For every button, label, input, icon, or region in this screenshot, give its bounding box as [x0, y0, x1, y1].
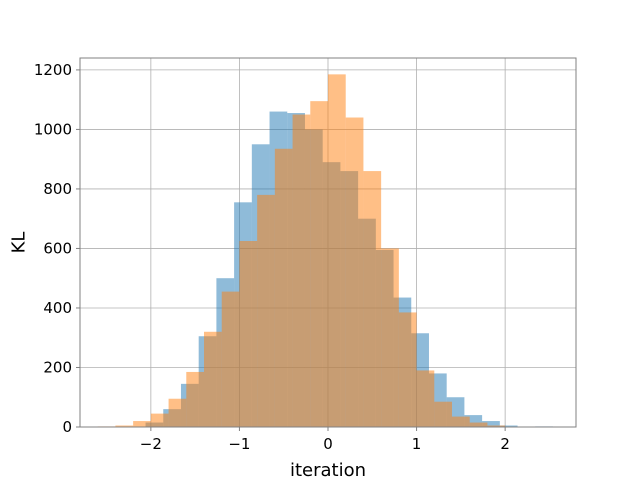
- histogram-bar: [363, 171, 382, 427]
- histogram-bar: [186, 371, 204, 427]
- x-tick-label: 1: [412, 435, 422, 453]
- x-axis-label: iteration: [290, 460, 366, 480]
- y-axis-label: KL: [8, 232, 29, 254]
- histogram-bar: [398, 312, 417, 427]
- histogram-bar: [381, 248, 399, 427]
- histogram-bar: [239, 241, 258, 427]
- histogram-bar: [469, 422, 488, 427]
- x-tick-label: −1: [228, 435, 250, 453]
- histogram-bar: [499, 425, 518, 427]
- y-tick-label: 1200: [34, 61, 72, 79]
- y-tick-label: 400: [43, 299, 72, 317]
- histogram-bar: [257, 194, 275, 427]
- histogram-bar: [464, 415, 483, 427]
- x-tick-label: 0: [323, 435, 333, 453]
- y-tick-label: 800: [43, 180, 72, 198]
- histogram-bar: [487, 425, 506, 427]
- histogram-bar: [221, 291, 240, 427]
- histogram-bar: [452, 416, 470, 427]
- histogram-bar: [434, 401, 452, 427]
- y-tick-label: 1000: [34, 120, 72, 138]
- histogram-bar: [310, 101, 328, 427]
- histogram-bar: [133, 421, 151, 427]
- histogram-bar: [115, 425, 134, 427]
- axis-ticks: −2 −1 0 1 2 0 200 400 600 800 1000 1200: [34, 61, 510, 453]
- histogram-bars: [97, 74, 553, 428]
- histogram-bar: [328, 74, 346, 427]
- histogram-series-2: [97, 74, 506, 428]
- y-tick-label: 600: [43, 239, 72, 257]
- x-tick-label: −2: [140, 435, 162, 453]
- y-tick-label: 200: [43, 358, 72, 376]
- histogram-bar: [274, 148, 293, 428]
- histogram-bar: [292, 114, 311, 428]
- histogram-bar: [345, 117, 364, 428]
- histogram-bar: [150, 413, 169, 427]
- y-tick-label: 0: [62, 418, 72, 436]
- histogram-bar: [416, 370, 435, 427]
- x-tick-label: 2: [500, 435, 510, 453]
- histogram-bar: [482, 421, 500, 427]
- histogram-bar: [204, 331, 222, 427]
- histogram-bar: [168, 398, 187, 427]
